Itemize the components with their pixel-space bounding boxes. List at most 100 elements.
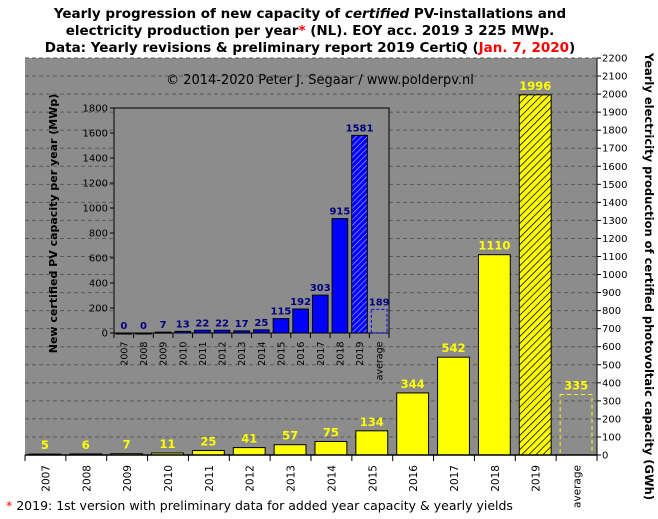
main-y-axis-label: Yearly electricity production of certifi… [642, 52, 656, 500]
production-value-label: 25 [200, 434, 216, 448]
inset-x-tick-label: 2016 [296, 342, 307, 366]
inset-y-tick-label: 600 [89, 254, 108, 265]
main-y-tick-label: 2200 [602, 54, 627, 65]
capacity-bar [331, 218, 349, 334]
inset-x-tick-label: 2007 [119, 342, 130, 366]
main-y-tick-label: 400 [602, 378, 621, 389]
production-value-label: 75 [323, 425, 339, 439]
main-y-tick-label: 800 [602, 306, 621, 317]
capacity-bar [370, 308, 388, 334]
main-y-tick-label: 300 [602, 396, 621, 407]
main-y-tick-label: 1000 [602, 270, 627, 281]
inset-y-axis-label: New certified PV capacity per year (MWp) [47, 94, 60, 354]
capacity-bar [253, 329, 270, 334]
main-y-tick-label: 2000 [602, 90, 627, 101]
inset-x-tick-label: 2011 [198, 342, 209, 366]
inset-x-tick-label: 2017 [316, 342, 327, 366]
inset-y-tick-label: 800 [89, 229, 108, 240]
main-y-tick-label: 1800 [602, 126, 627, 137]
capacity-bar [115, 332, 133, 335]
production-bar [518, 94, 552, 456]
main-x-tick-label: 2018 [490, 465, 502, 492]
inset-y-tick-label: 1200 [83, 179, 108, 190]
chart-title-line-2: electricity production per year* (NL). E… [65, 23, 555, 39]
inset-x-tick-label: 2008 [139, 342, 150, 366]
capacity-value-label: 22 [215, 318, 229, 329]
capacity-bar [174, 330, 192, 334]
inset-x-tick-label: 2013 [237, 342, 248, 366]
main-y-tick-label: 900 [602, 288, 621, 299]
production-value-label: 1110 [478, 239, 510, 253]
main-x-tick-label: 2013 [286, 465, 298, 492]
main-x-tick-label: 2009 [122, 465, 134, 492]
capacity-value-label: 192 [290, 297, 311, 308]
main-x-tick-label: 2014 [326, 465, 338, 492]
chart-title-line-3: Data: Yearly revisions & preliminary rep… [44, 40, 576, 56]
main-y-tick-label: 1300 [602, 216, 627, 227]
main-y-tick-label: 1600 [602, 162, 627, 173]
inset-x-tick-label: 2012 [218, 342, 229, 366]
main-x-tick-label: 2011 [204, 465, 216, 492]
capacity-bar [213, 329, 231, 334]
capacity-value-label: 25 [254, 318, 268, 329]
inset-y-tick-label: 1400 [83, 154, 108, 165]
production-bar [355, 430, 389, 456]
inset-y-tick-label: 0 [102, 329, 108, 340]
inset-y-tick-label: 1000 [83, 204, 108, 215]
production-value-label: 41 [241, 432, 257, 446]
inset-y-tick-label: 200 [89, 304, 108, 315]
capacity-value-label: 189 [369, 297, 390, 308]
main-y-tick-label: 600 [602, 342, 621, 353]
inset-x-tick-label: 2010 [178, 342, 189, 366]
capacity-value-label: 0 [120, 321, 127, 332]
production-value-label: 11 [159, 437, 175, 451]
production-bar [437, 356, 470, 456]
main-y-tick-label: 1500 [602, 180, 627, 191]
capacity-bar [135, 332, 152, 335]
main-x-tick-label: 2010 [163, 465, 175, 492]
main-y-tick-label: 1200 [602, 234, 627, 245]
inset-x-tick-label: 2009 [159, 342, 170, 366]
main-y-tick-label: 1100 [602, 252, 627, 263]
main-y-tick-label: 1900 [602, 108, 627, 119]
main-x-tick-label: 2015 [367, 465, 379, 492]
inset-y-tick-label: 1600 [83, 129, 108, 140]
main-x-tick-label: average [572, 465, 584, 508]
main-y-tick-label: 2100 [602, 72, 627, 83]
main-y-tick-label: 1400 [602, 198, 627, 209]
main-x-tick-label: 2008 [81, 465, 93, 492]
inset-x-tick-label: 2015 [276, 342, 287, 366]
main-y-tick-label: 200 [602, 414, 621, 425]
production-value-label: 5 [41, 438, 49, 452]
production-bar [396, 392, 430, 456]
main-x-tick-label: 2019 [531, 465, 543, 492]
production-value-label: 6 [82, 438, 90, 452]
production-value-label: 542 [441, 341, 465, 355]
main-x-tick-label: 2012 [245, 465, 257, 492]
production-value-label: 344 [401, 377, 425, 391]
main-x-tick-label: 2016 [408, 465, 420, 492]
copyright-text: © 2014-2020 Peter J. Segaar / www.polder… [166, 73, 474, 88]
main-x-tick-label: 2017 [449, 465, 461, 492]
capacity-value-label: 1581 [346, 123, 374, 134]
footnote: * 2019: 1st version with preliminary dat… [6, 498, 513, 513]
inset-x-tick-label: 2014 [257, 342, 268, 366]
main-y-tick-label: 1700 [602, 144, 627, 155]
capacity-value-label: 0 [140, 321, 147, 332]
inset-x-tick-label: 2019 [355, 342, 366, 366]
inset-chart: 0 200 400 600 800 1000 1200 1400 1600 1800 0 2007 0 2… [47, 94, 390, 381]
production-value-label: 57 [282, 429, 298, 443]
production-bar [477, 254, 511, 456]
capacity-bar [154, 331, 172, 334]
main-x-tick-label: 2007 [40, 465, 52, 492]
production-bar [273, 444, 307, 456]
inset-x-tick-label: 2018 [335, 342, 346, 366]
capacity-bar [233, 330, 251, 334]
capacity-value-label: 915 [329, 207, 350, 218]
capacity-value-label: 22 [195, 318, 209, 329]
capacity-value-label: 17 [235, 319, 249, 330]
inset-x-tick-label: average [375, 341, 386, 380]
chart-title-line-1: Yearly progression of new capacity of ce… [53, 6, 567, 22]
